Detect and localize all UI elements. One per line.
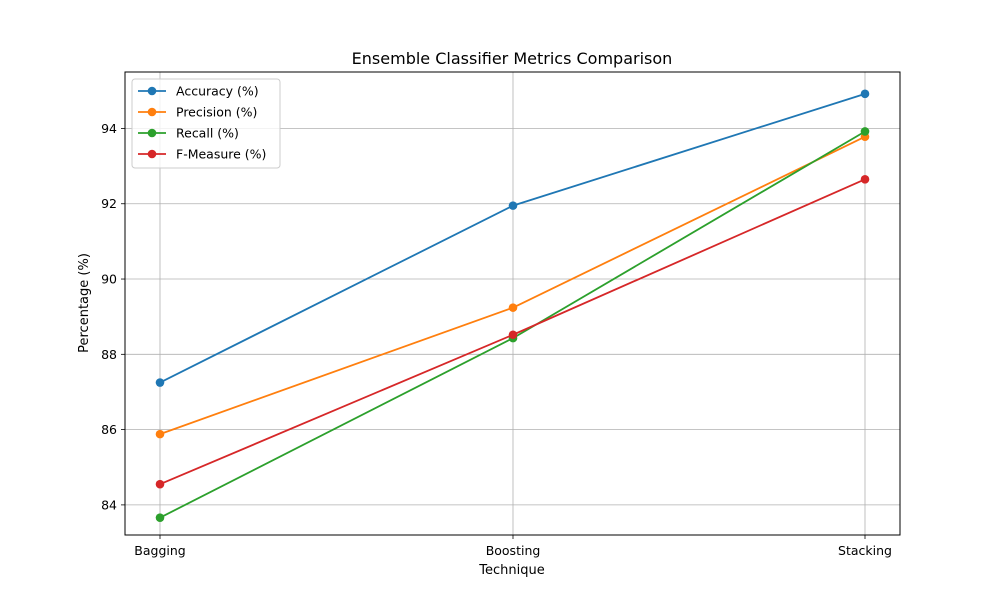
data-point [155, 513, 165, 522]
series-f-measure [155, 174, 870, 489]
data-point [860, 89, 870, 99]
series-line [159, 130, 866, 519]
legend-label: Accuracy (%) [176, 84, 259, 99]
legend-label: Precision (%) [176, 105, 257, 120]
y-tick-label: 94 [101, 121, 117, 136]
data-point [155, 429, 165, 439]
data-point [155, 479, 165, 489]
x-axis-label: Technique [478, 563, 544, 578]
data-point [508, 201, 518, 210]
legend-marker [147, 128, 157, 138]
y-tick-label: 84 [101, 497, 117, 512]
x-tick-label: Bagging [134, 543, 185, 558]
y-tick-label: 86 [101, 422, 117, 437]
y-tick-label: 88 [101, 347, 117, 362]
x-tick-label: Stacking [838, 543, 892, 558]
legend-item: F-Measure (%) [138, 147, 266, 162]
legend-box [131, 78, 281, 169]
series-layer [155, 89, 870, 522]
legend-item: Recall (%) [138, 126, 239, 141]
legend: Accuracy (%) Precision (%) Recall (%) F-Mea… [131, 78, 281, 169]
grid [125, 72, 900, 535]
series-accuracy [155, 89, 870, 387]
legend-item: Accuracy (%) [138, 84, 259, 99]
legend-item: Precision (%) [138, 105, 257, 120]
x-axis: Bagging Boosting Stacking [134, 535, 892, 558]
data-point [508, 330, 518, 340]
data-point [860, 174, 870, 184]
chart-title: Ensemble Classifier Metrics Comparison [352, 49, 673, 68]
series-line [159, 135, 866, 435]
y-axis-label: Percentage (%) [77, 253, 92, 353]
y-tick-label: 92 [101, 196, 117, 211]
y-tick-label: 90 [101, 272, 117, 287]
y-axis: 84 86 88 90 92 94 [101, 121, 125, 512]
data-point [508, 303, 518, 312]
series-precision [155, 132, 870, 439]
plot-frame [124, 71, 901, 536]
data-point [155, 378, 165, 387]
legend-marker [147, 149, 157, 159]
legend-label: F-Measure (%) [176, 147, 266, 162]
x-tick-label: Boosting [486, 543, 541, 558]
legend-marker [147, 86, 157, 96]
legend-label: Recall (%) [176, 126, 239, 141]
data-point [860, 127, 870, 136]
legend-marker [147, 107, 157, 117]
